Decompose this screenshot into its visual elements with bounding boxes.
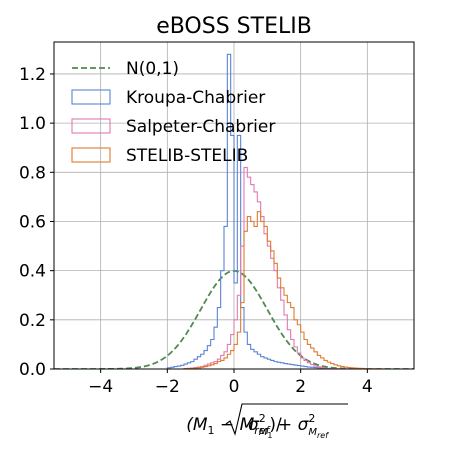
y-tick-label: 0.0 (19, 360, 46, 380)
sigma-plus: + (273, 415, 298, 435)
series-stelib-stelib (54, 211, 414, 369)
y-tick-label: 0.6 (19, 212, 46, 232)
xlabel-sub1: 1 (208, 424, 215, 437)
legend-swatch-kroupa-chabrier (71, 89, 111, 105)
xlabel-lhs: (M (186, 415, 208, 435)
sigma-1: σ (248, 415, 260, 435)
sigma-2-sq: 2 (308, 412, 315, 425)
series-kroupa-chabrier (54, 53, 414, 369)
sigma-2-sub-ref: ref (317, 431, 329, 440)
legend-label-kroupa-chabrier: Kroupa-Chabrier (126, 88, 265, 108)
xlabel-mid: − M (215, 415, 255, 435)
y-tick-label: 0.4 (19, 262, 46, 282)
sqrt-symbol: σ2 M1 + σ2 Mref (225, 403, 348, 440)
sigma-2-sub-m: M (308, 427, 317, 438)
sqrt-content: σ2 M1 + σ2 Mref (248, 412, 329, 440)
chart-title: eBOSS STELIB (156, 14, 312, 39)
y-tick-label: 1.2 (19, 65, 46, 85)
x-tick-label: −4 (88, 377, 113, 397)
sqrt-radical (225, 403, 348, 436)
sigma-1-sub-1: 1 (267, 431, 272, 440)
legend: N(0,1) Kroupa-Chabrier Salpeter-Chabrier ST… (71, 59, 275, 166)
x-tick-label: 4 (362, 377, 373, 397)
x-tick-label: 2 (295, 377, 306, 397)
xlabel-close: )/ (269, 415, 282, 435)
legend-swatch-salpeter-chabrier (71, 118, 111, 134)
x-axis-label: (M1 − Mref)/ (186, 415, 282, 437)
legend-label-n-0-1: N(0,1) (126, 59, 179, 79)
legend-swatch-stelib-stelib (71, 147, 111, 163)
x-tick-label: 0 (229, 377, 240, 397)
x-tick-label: −2 (155, 377, 180, 397)
xlabel-sub-ref: ref (254, 424, 271, 437)
sigma-1-sq: 2 (259, 412, 266, 425)
sigma-1-sub-m: M (259, 427, 268, 438)
sigma-2: σ (298, 415, 310, 435)
y-tick-label: 0.2 (19, 311, 46, 331)
tick-layer: −4 −2 0 2 4 0.0 0.2 0.4 0.6 0.8 1.0 1.2 (19, 65, 373, 397)
legend-label-salpeter-chabrier: Salpeter-Chabrier (126, 117, 275, 137)
legend-label-stelib-stelib: STELIB-STELIB (126, 146, 248, 166)
y-tick-label: 0.8 (19, 163, 46, 183)
y-tick-label: 1.0 (19, 114, 46, 134)
